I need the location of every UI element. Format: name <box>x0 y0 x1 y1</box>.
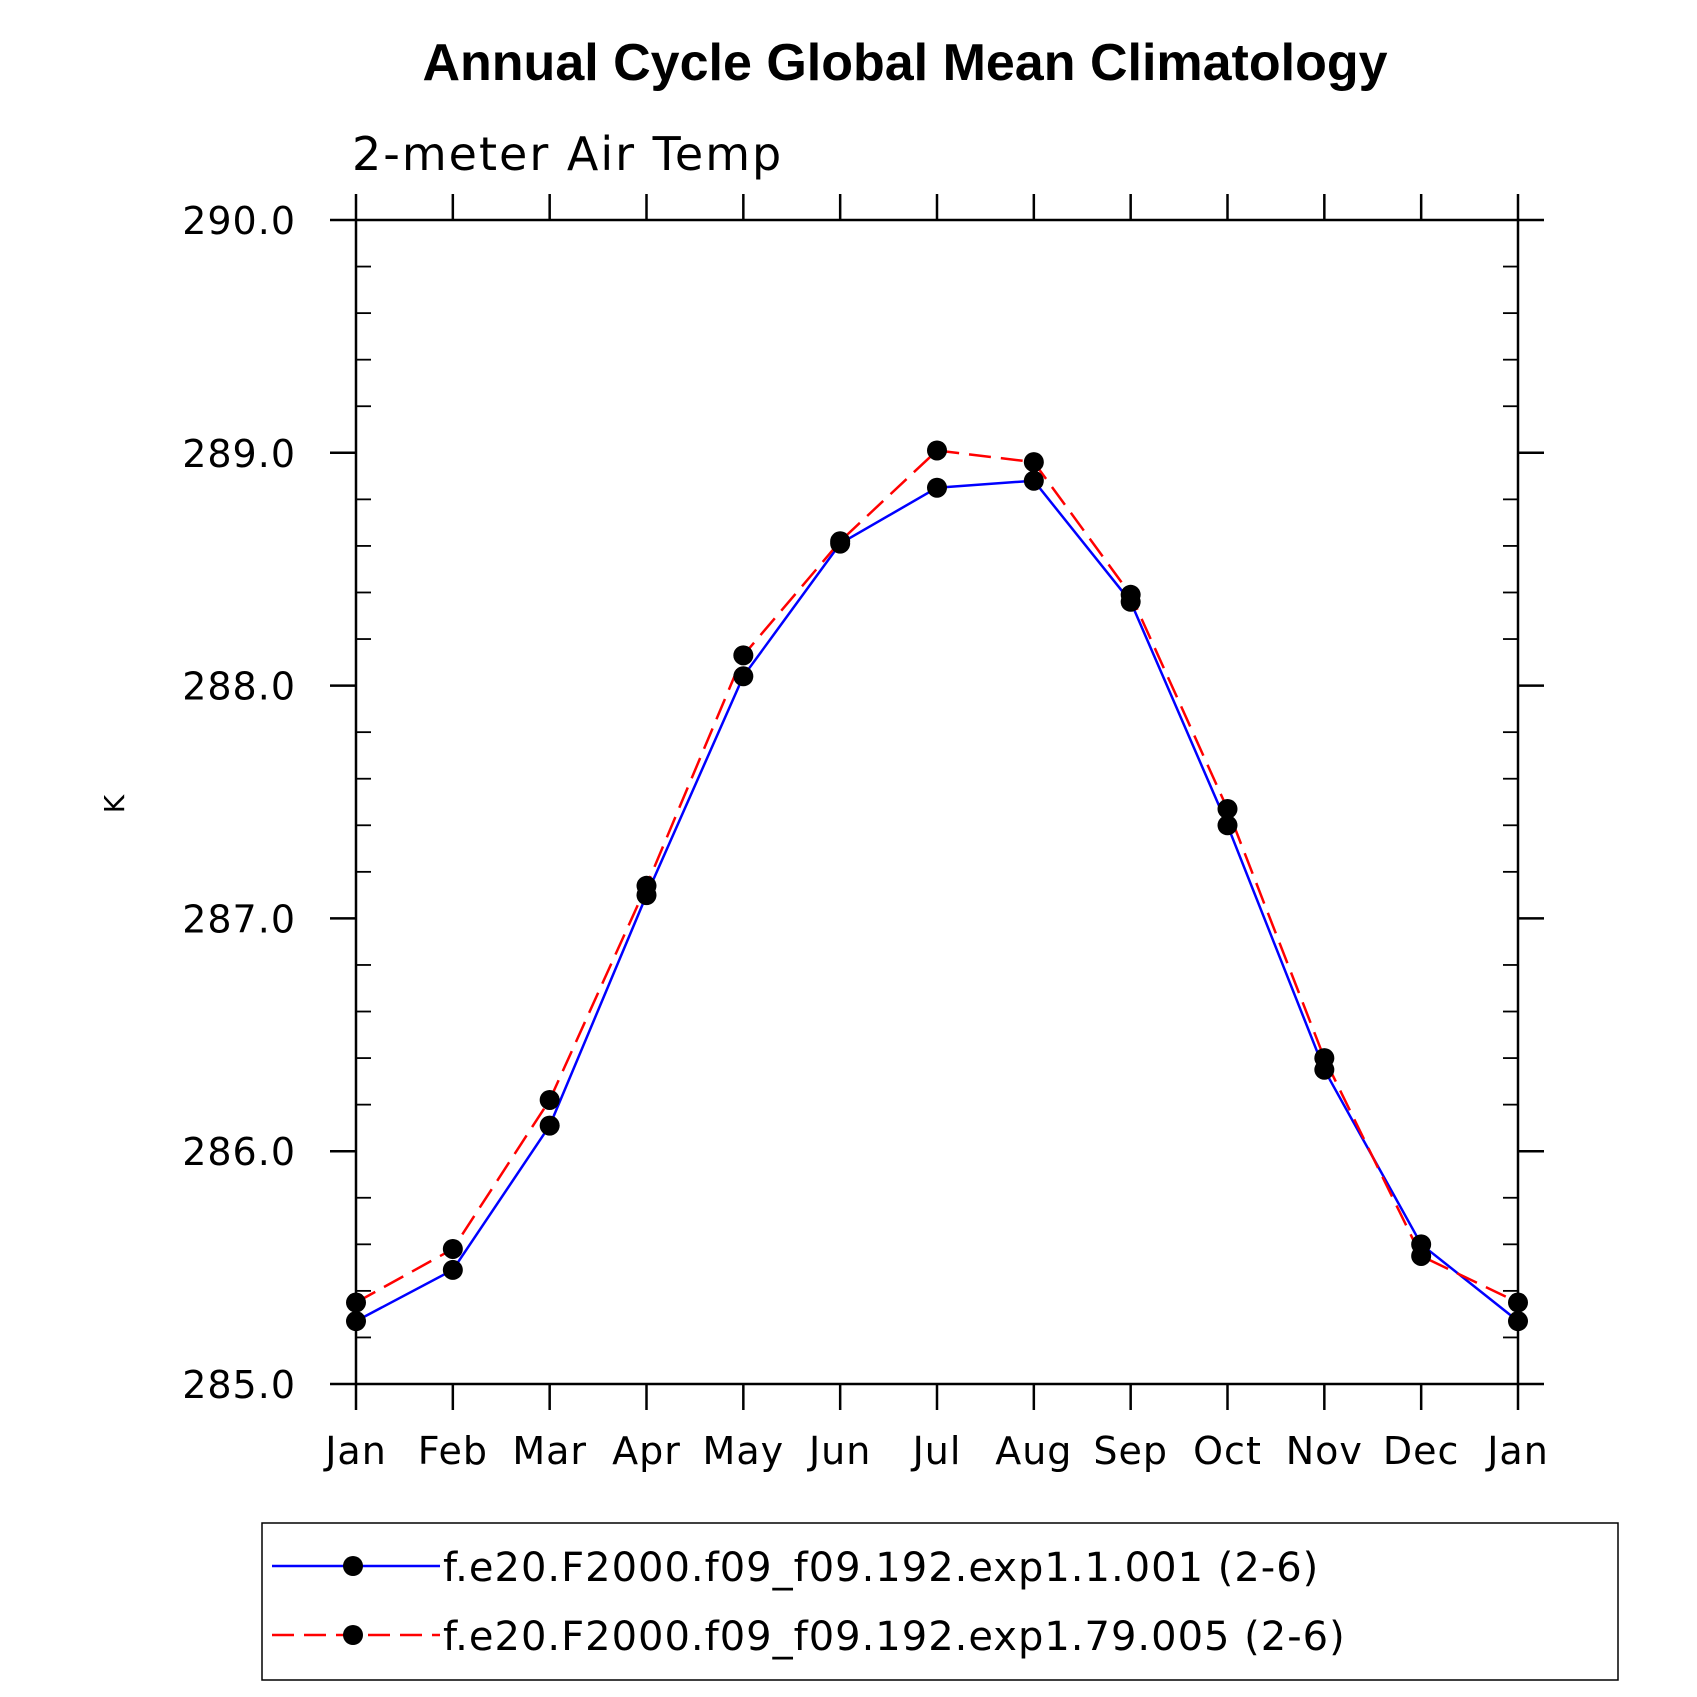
data-point-series-2 <box>1314 1048 1335 1069</box>
y-tick-label: 286.0 <box>182 1130 296 1174</box>
axis-tick-labels: Jan Feb Mar Apr May Jun Jul Aug Sep Oct Nov Dec Jan 2… <box>182 199 1549 1473</box>
data-point-series-2 <box>1411 1245 1432 1266</box>
data-point-series-1 <box>539 1115 560 1136</box>
data-point-series-1 <box>1508 1311 1528 1332</box>
data-point-series-2 <box>1508 1292 1528 1313</box>
x-tick-label: Oct <box>1193 1429 1262 1473</box>
data-point-series-1 <box>1023 470 1044 491</box>
data-point-series-2 <box>830 531 851 552</box>
series-line-1 <box>355 479 1519 1323</box>
x-tick-label: Jul <box>911 1429 962 1473</box>
x-tick-label: May <box>703 1429 785 1473</box>
plot-frame <box>354 218 1520 1386</box>
data-point-series-2 <box>1120 584 1141 605</box>
series-lines <box>355 449 1519 1323</box>
y-tick-label: 290.0 <box>182 199 296 243</box>
x-tick-label: Aug <box>995 1429 1072 1473</box>
legend-label-2: f.e20.F2000.f09_f09.192.exp1.79.005 (2-6… <box>443 1614 1346 1660</box>
y-tick-label: 287.0 <box>182 897 296 941</box>
data-point-series-1 <box>442 1259 463 1280</box>
x-tick-label: Sep <box>1093 1429 1168 1473</box>
axis-ticks <box>330 194 1544 1410</box>
x-tick-label: Jan <box>323 1429 387 1473</box>
legend: f.e20.F2000.f09_f09.192.exp1.1.001 (2-6)… <box>261 1522 1619 1681</box>
y-tick-label: 285.0 <box>182 1363 296 1407</box>
x-tick-label: Dec <box>1383 1429 1460 1473</box>
y-tick-label: 288.0 <box>182 665 296 709</box>
chart-subtitle: 2-meter Air Temp <box>352 127 783 181</box>
x-tick-label: Mar <box>512 1429 587 1473</box>
data-point-series-2 <box>927 440 947 461</box>
series-line-2 <box>355 449 1519 1304</box>
legend-label-1: f.e20.F2000.f09_f09.192.exp1.1.001 (2-6) <box>443 1545 1319 1591</box>
data-point-series-2 <box>346 1292 366 1313</box>
data-point-series-1 <box>1217 815 1238 836</box>
data-point-series-2 <box>636 875 657 896</box>
data-point-series-2 <box>539 1089 560 1110</box>
legend-marker-1 <box>343 1556 363 1576</box>
data-point-series-1 <box>346 1311 366 1332</box>
x-tick-label: Nov <box>1286 1429 1363 1473</box>
data-point-series-1 <box>733 666 754 687</box>
y-axis-label: K <box>98 794 131 813</box>
x-tick-label: Apr <box>612 1429 681 1473</box>
data-point-series-2 <box>442 1238 463 1259</box>
legend-entries: f.e20.F2000.f09_f09.192.exp1.1.001 (2-6)… <box>272 1545 1346 1660</box>
x-tick-label: Jun <box>807 1429 871 1473</box>
data-point-series-2 <box>1023 452 1044 473</box>
legend-box <box>261 1522 1619 1681</box>
chart-title: Annual Cycle Global Mean Climatology <box>422 34 1387 92</box>
series-markers <box>346 440 1528 1332</box>
x-tick-label: Feb <box>418 1429 488 1473</box>
data-point-series-1 <box>927 477 947 498</box>
data-point-series-2 <box>733 645 754 666</box>
legend-marker-2 <box>343 1625 363 1645</box>
x-tick-label: Jan <box>1485 1429 1549 1473</box>
y-tick-label: 289.0 <box>182 432 296 476</box>
data-point-series-2 <box>1217 798 1238 819</box>
